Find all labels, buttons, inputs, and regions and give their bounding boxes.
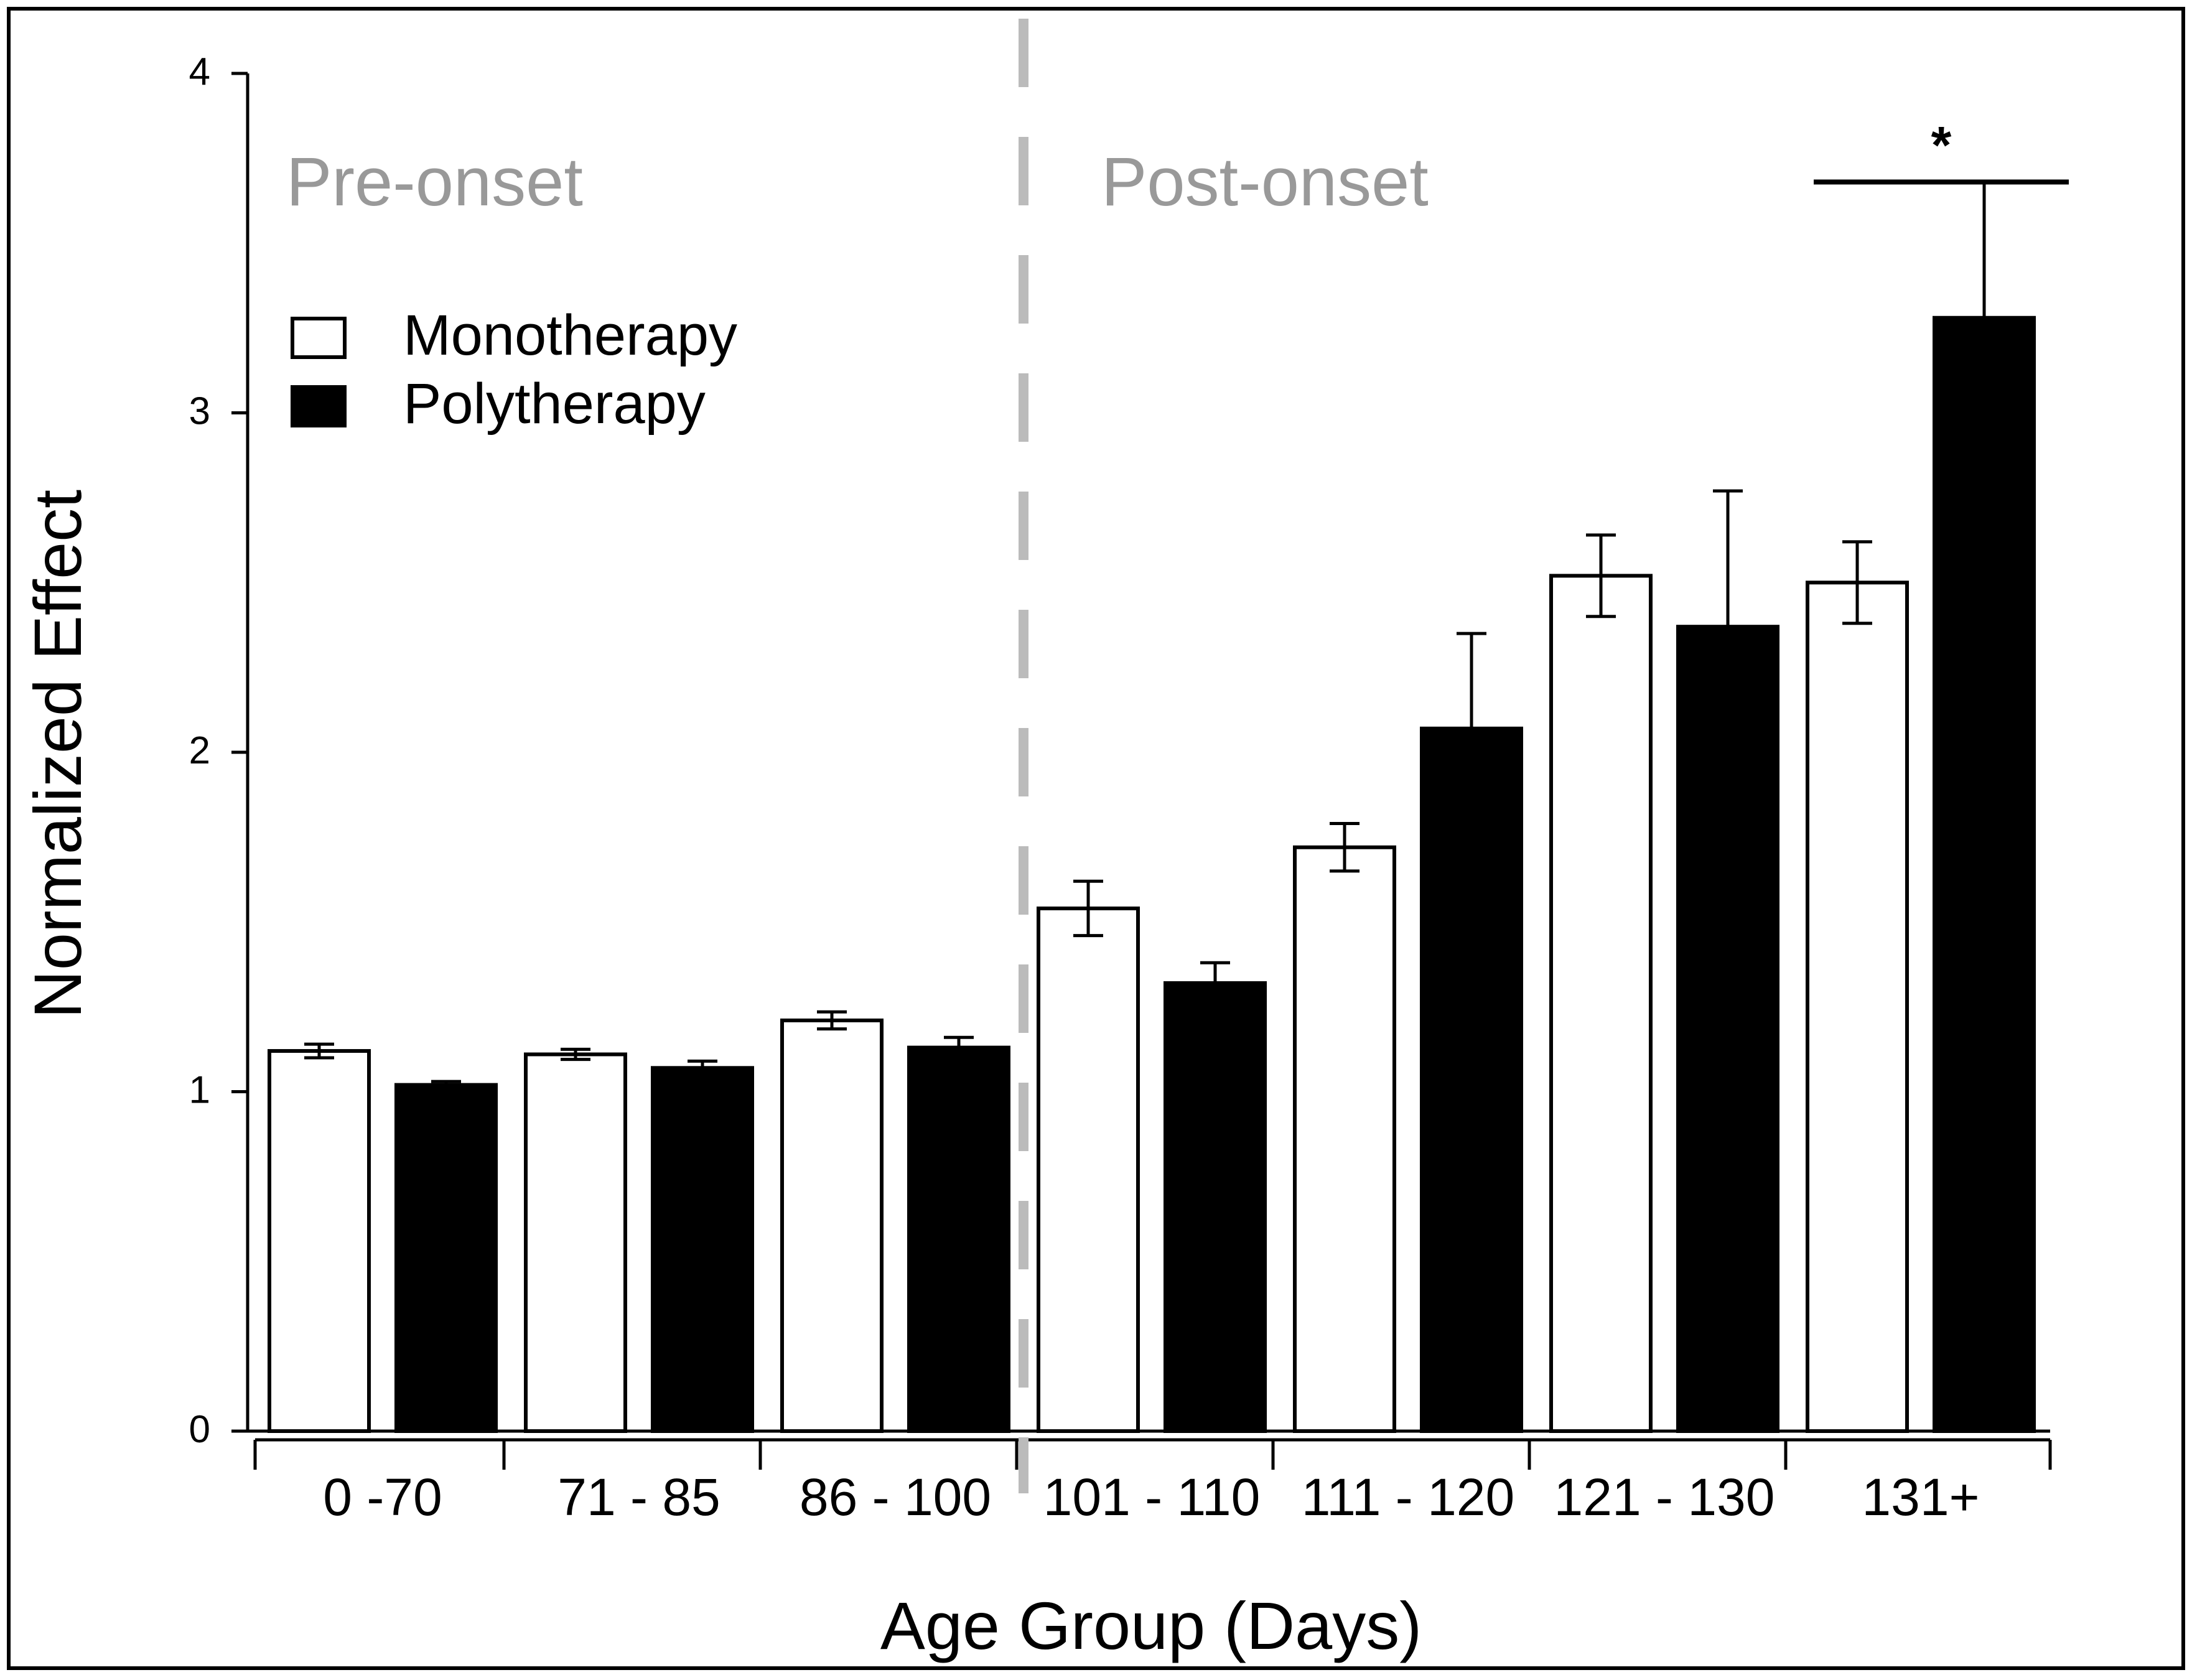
- y-tick-label-1: 1: [189, 1069, 210, 1112]
- legend-swatch-monotherapy: [291, 317, 347, 359]
- post-onset-label: Post-onset: [1101, 144, 1429, 220]
- y-tick-label-4: 4: [189, 50, 210, 93]
- bar-polytherapy-5: [1676, 625, 1779, 1433]
- bar-monotherapy-6: [1806, 581, 1909, 1433]
- pre-onset-label: Pre-onset: [286, 144, 583, 220]
- y-tick-label-0: 0: [189, 1408, 210, 1451]
- bar-monotherapy-0: [268, 1049, 371, 1434]
- significance-asterisk: *: [1931, 116, 1952, 174]
- bar-monotherapy-5: [1549, 574, 1653, 1434]
- y-ticks-layer: 0 1 2 3 4: [189, 50, 248, 1451]
- x-ticks-layer: 0 -70 71 - 85 86 - 100 101 - 110 111 - 120 12…: [253, 1440, 2052, 1526]
- error-bars-layer: [304, 180, 1999, 1085]
- x-tick-label-1: 71 - 85: [557, 1468, 721, 1526]
- bar-monotherapy-2: [780, 1018, 884, 1433]
- x-tick-label-2: 86 - 100: [800, 1468, 991, 1526]
- x-tick-label-4: 111 - 120: [1302, 1468, 1514, 1526]
- y-axis-title: Normalized Effect: [20, 490, 95, 1019]
- legend: Monotherapy Polytherapy: [291, 304, 737, 436]
- x-tick-label-0: 0 -70: [323, 1468, 442, 1526]
- x-tick-label-6: 131+: [1862, 1468, 1979, 1526]
- x-axis-title: Age Group (Days): [880, 1588, 1422, 1663]
- bar-polytherapy-4: [1420, 726, 1523, 1433]
- x-tick-label-5: 121 - 130: [1554, 1468, 1775, 1526]
- bar-polytherapy-6: [1933, 315, 2036, 1433]
- bar-monotherapy-4: [1293, 845, 1396, 1433]
- bars-layer: [268, 315, 2036, 1434]
- legend-label-polytherapy: Polytherapy: [403, 372, 706, 436]
- bar-polytherapy-3: [1164, 981, 1267, 1433]
- bar-monotherapy-1: [524, 1052, 627, 1433]
- bar-monotherapy-3: [1037, 906, 1140, 1434]
- y-tick-label-3: 3: [189, 390, 210, 433]
- x-tick-label-3: 101 - 110: [1043, 1468, 1261, 1526]
- bar-polytherapy-1: [651, 1066, 754, 1433]
- y-tick-label-2: 2: [189, 729, 210, 772]
- legend-label-monotherapy: Monotherapy: [403, 304, 737, 367]
- bar-polytherapy-0: [394, 1083, 498, 1433]
- bar-polytherapy-2: [907, 1045, 1010, 1433]
- legend-swatch-polytherapy: [291, 385, 347, 427]
